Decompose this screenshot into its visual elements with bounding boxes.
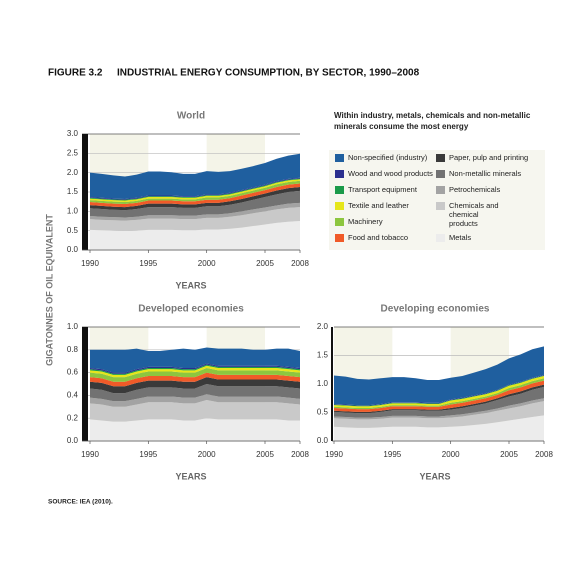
legend-swatch	[335, 218, 344, 226]
legend-label: Transport equipment	[348, 185, 417, 194]
area-segment	[90, 221, 300, 250]
legend-swatch	[436, 234, 445, 242]
area-segment	[90, 186, 300, 211]
figure-number: FIGURE 3.2	[48, 68, 103, 79]
legend-label: Paper, pulp and printing	[449, 153, 529, 162]
y-tick-label: 2.0	[317, 322, 329, 331]
x-tick-label: 1990	[81, 450, 99, 459]
x-tick-label: 1995	[139, 450, 157, 459]
legend-swatch	[335, 170, 344, 178]
legend-swatch	[335, 186, 344, 194]
area-segment	[90, 399, 300, 422]
source: SOURCE: IEA (2010).	[48, 499, 113, 506]
area-segment	[90, 384, 300, 402]
area-segment	[334, 346, 544, 406]
panel-title: World	[177, 111, 205, 122]
x-tick-label: 2008	[291, 259, 309, 268]
area-segment	[90, 202, 300, 221]
y-tick-label: 1.0	[317, 379, 329, 388]
area-segment	[334, 401, 544, 428]
x-tick-label: 1990	[81, 259, 99, 268]
panel-title: Developing economies	[381, 304, 490, 315]
legend-label: Non-specified (industry)	[348, 153, 428, 162]
legend-label: Food and tobacco	[348, 233, 409, 242]
area-segment	[90, 377, 300, 394]
note: Within industry, metals, chemicals and n…	[334, 111, 531, 131]
x-tick-label: 2000	[198, 450, 216, 459]
y-tick-label: 2.0	[67, 168, 79, 177]
legend-label: Chemicals and chemical products	[449, 201, 499, 228]
area-segment	[90, 365, 300, 378]
y-tick-label: 1.0	[67, 322, 79, 331]
y-tick-label: 2.5	[67, 148, 79, 157]
x-tick-label: 2005	[256, 450, 274, 459]
legend-label: Non-metallic minerals	[449, 169, 522, 178]
area-segment	[90, 368, 300, 382]
legend-label: Metals	[449, 233, 472, 242]
y-axis-label: GIGATONNES OF OIL EQUIVALENT	[44, 214, 54, 366]
y-tick-label: 3.0	[67, 129, 79, 138]
y-tick-label: 0.4	[67, 391, 79, 400]
x-axis-label: YEARS	[175, 471, 206, 481]
y-tick-label: 0.2	[67, 413, 79, 422]
legend-label: Machinery	[348, 217, 383, 226]
y-tick-label: 0.0	[317, 436, 329, 445]
x-tick-label: 1990	[325, 450, 343, 459]
x-tick-label: 2005	[500, 450, 518, 459]
x-tick-label: 2000	[198, 259, 216, 268]
legend-label: Textile and leather	[348, 201, 409, 210]
area-segment	[90, 364, 300, 375]
area-segment	[334, 398, 544, 420]
x-tick-label: 1995	[139, 259, 157, 268]
y-tick-label: 1.5	[67, 187, 79, 196]
legend-label: Petrochemicals	[449, 185, 501, 194]
area-segment	[90, 372, 300, 387]
legend-swatch	[335, 202, 344, 210]
area-segment	[90, 347, 300, 373]
panel-title: Developed economies	[138, 304, 244, 315]
legend-swatch	[335, 154, 344, 162]
x-tick-label: 2005	[256, 259, 274, 268]
x-axis-label: YEARS	[175, 280, 206, 290]
y-tick-label: 0.5	[317, 408, 329, 417]
area-segment	[90, 190, 300, 218]
figure-title: INDUSTRIAL ENERGY CONSUMPTION, BY SECTOR…	[117, 68, 420, 79]
legend-swatch	[436, 202, 445, 210]
area-segment	[90, 183, 300, 208]
y-tick-label: 0.5	[67, 226, 79, 235]
x-tick-label: 2008	[291, 450, 309, 459]
legend-label: Wood and wood products	[348, 169, 433, 178]
area-segment	[90, 363, 300, 374]
legend-swatch	[436, 170, 445, 178]
y-tick-label: 0.0	[67, 436, 79, 445]
legend-swatch	[436, 186, 445, 194]
y-tick-label: 0.0	[67, 245, 79, 254]
x-tick-label: 1995	[383, 450, 401, 459]
x-axis-label: YEARS	[419, 471, 450, 481]
area-segment	[90, 153, 300, 199]
legend-swatch	[436, 154, 445, 162]
area-segment	[90, 418, 300, 441]
area-segment	[334, 380, 544, 412]
legend: Metals Chemicals and chemical products Pet…	[329, 150, 545, 250]
legend-swatch	[335, 234, 344, 242]
area-segment	[90, 394, 300, 407]
area-segment	[334, 386, 544, 418]
x-tick-label: 2008	[535, 450, 553, 459]
area-segment	[334, 415, 544, 441]
x-tick-label: 2000	[442, 450, 460, 459]
axis-bar	[82, 327, 88, 441]
axis-bar	[82, 134, 88, 250]
y-tick-label: 0.8	[67, 345, 79, 354]
y-tick-label: 1.5	[317, 351, 329, 360]
y-tick-label: 0.6	[67, 368, 79, 377]
y-tick-label: 1.0	[67, 206, 79, 215]
